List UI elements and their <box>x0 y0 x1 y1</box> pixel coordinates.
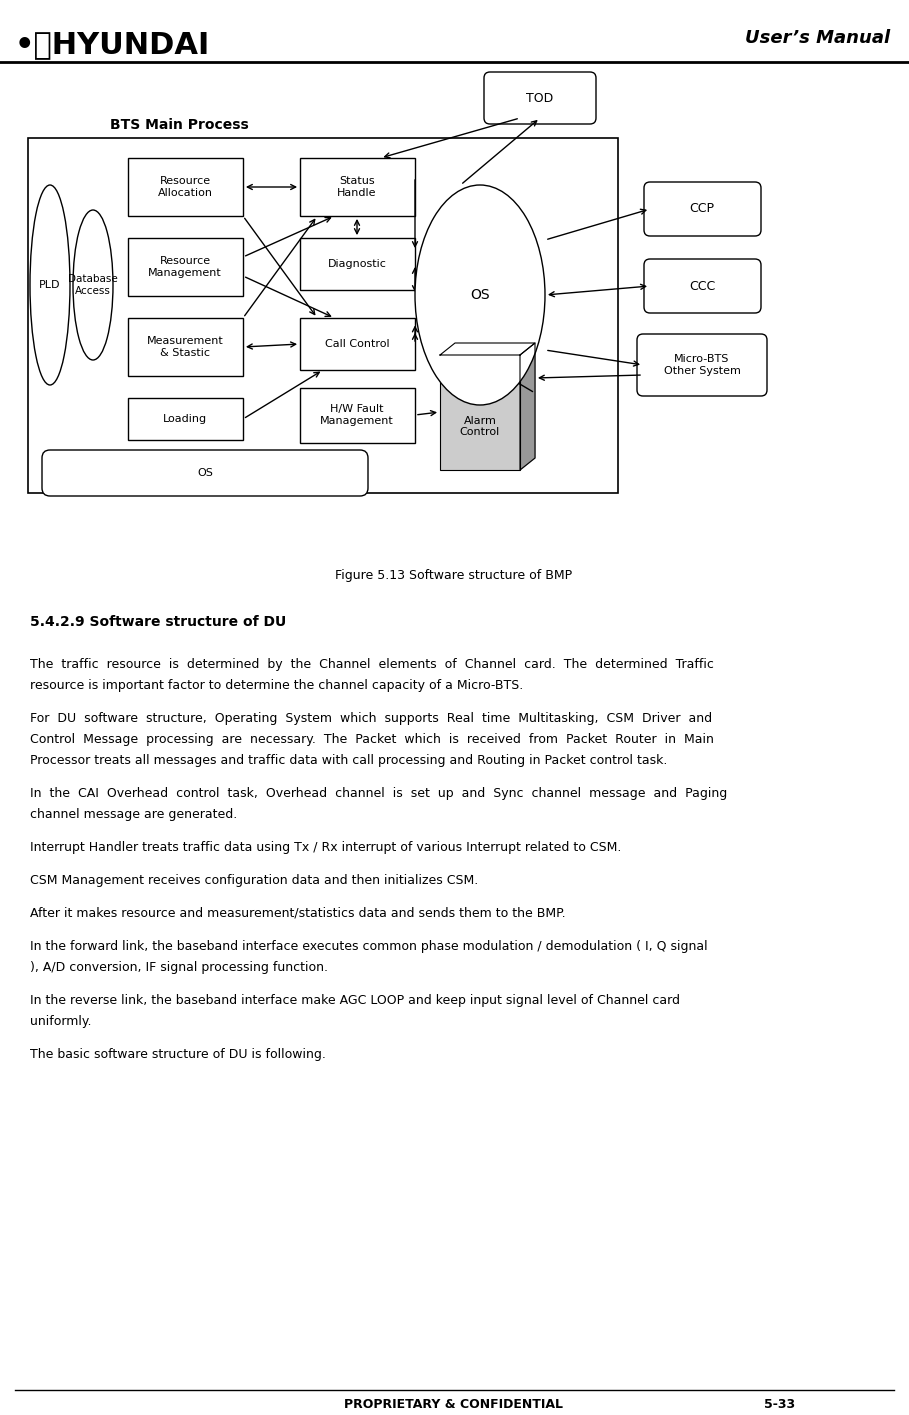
FancyBboxPatch shape <box>644 183 761 236</box>
Text: User’s Manual: User’s Manual <box>744 28 890 47</box>
Text: OS: OS <box>197 468 213 478</box>
Text: BTS Main Process: BTS Main Process <box>110 117 249 132</box>
Text: Resource
Management: Resource Management <box>148 256 222 277</box>
Ellipse shape <box>415 185 545 405</box>
Text: uniformly.: uniformly. <box>30 1015 92 1029</box>
Bar <box>128 398 243 440</box>
Bar <box>128 318 243 376</box>
Text: H/W Fault
Management: H/W Fault Management <box>320 405 394 426</box>
Ellipse shape <box>73 209 113 359</box>
Text: Interrupt Handler treats traffic data using Tx / Rx interrupt of various Interru: Interrupt Handler treats traffic data us… <box>30 841 622 855</box>
FancyBboxPatch shape <box>42 450 368 497</box>
Text: In  the  CAI  Overhead  control  task,  Overhead  channel  is  set  up  and  Syn: In the CAI Overhead control task, Overhe… <box>30 787 727 799</box>
Bar <box>300 158 415 216</box>
Text: Figure 5.13 Software structure of BMP: Figure 5.13 Software structure of BMP <box>335 569 573 582</box>
Text: Resource
Allocation: Resource Allocation <box>157 177 213 198</box>
Text: Status
Handle: Status Handle <box>337 177 376 198</box>
Polygon shape <box>440 342 535 355</box>
Text: CCP: CCP <box>690 202 714 215</box>
Text: Loading: Loading <box>163 415 207 424</box>
Bar <box>440 355 520 470</box>
Text: For  DU  software  structure,  Operating  System  which  supports  Real  time  M: For DU software structure, Operating Sys… <box>30 712 712 724</box>
Bar <box>300 238 415 290</box>
Text: Alarm
Control: Alarm Control <box>460 416 500 437</box>
Text: resource is important factor to determine the channel capacity of a Micro-BTS.: resource is important factor to determin… <box>30 679 524 692</box>
Text: In the forward link, the baseband interface executes common phase modulation / d: In the forward link, the baseband interf… <box>30 940 707 952</box>
Text: Processor treats all messages and traffic data with call processing and Routing : Processor treats all messages and traffi… <box>30 754 667 767</box>
Text: Measurement
& Stastic: Measurement & Stastic <box>146 337 224 358</box>
Text: Control  Message  processing  are  necessary.  The  Packet  which  is  received : Control Message processing are necessary… <box>30 733 714 746</box>
FancyBboxPatch shape <box>644 259 761 313</box>
Text: CCC: CCC <box>689 280 715 293</box>
Bar <box>300 318 415 369</box>
Text: The basic software structure of DU is following.: The basic software structure of DU is fo… <box>30 1049 325 1061</box>
Text: Database
Access: Database Access <box>68 275 118 296</box>
Text: Call Control: Call Control <box>325 340 389 350</box>
Text: 5-33: 5-33 <box>764 1398 795 1412</box>
Text: 5.4.2.9 Software structure of DU: 5.4.2.9 Software structure of DU <box>30 616 286 630</box>
Bar <box>300 388 415 443</box>
Text: PLD: PLD <box>39 280 61 290</box>
FancyBboxPatch shape <box>637 334 767 396</box>
Text: channel message are generated.: channel message are generated. <box>30 808 237 821</box>
Text: After it makes resource and measurement/statistics data and sends them to the BM: After it makes resource and measurement/… <box>30 907 565 920</box>
Text: In the reverse link, the baseband interface make AGC LOOP and keep input signal : In the reverse link, the baseband interf… <box>30 993 680 1007</box>
Bar <box>28 139 618 492</box>
Text: Diagnostic: Diagnostic <box>327 259 386 269</box>
Text: TOD: TOD <box>526 92 554 105</box>
Ellipse shape <box>30 185 70 385</box>
FancyBboxPatch shape <box>484 72 596 125</box>
Text: Micro-BTS
Other System: Micro-BTS Other System <box>664 354 741 376</box>
Text: The  traffic  resource  is  determined  by  the  Channel  elements  of  Channel : The traffic resource is determined by th… <box>30 658 714 671</box>
Bar <box>128 238 243 296</box>
Text: ), A/D conversion, IF signal processing function.: ), A/D conversion, IF signal processing … <box>30 961 328 974</box>
Text: PROPRIETARY & CONFIDENTIAL: PROPRIETARY & CONFIDENTIAL <box>345 1398 564 1412</box>
Text: •ⓗHYUNDAI: •ⓗHYUNDAI <box>15 31 210 59</box>
Text: CSM Management receives configuration data and then initializes CSM.: CSM Management receives configuration da… <box>30 874 478 887</box>
Text: OS: OS <box>470 289 490 301</box>
Bar <box>128 158 243 216</box>
Polygon shape <box>520 342 535 470</box>
